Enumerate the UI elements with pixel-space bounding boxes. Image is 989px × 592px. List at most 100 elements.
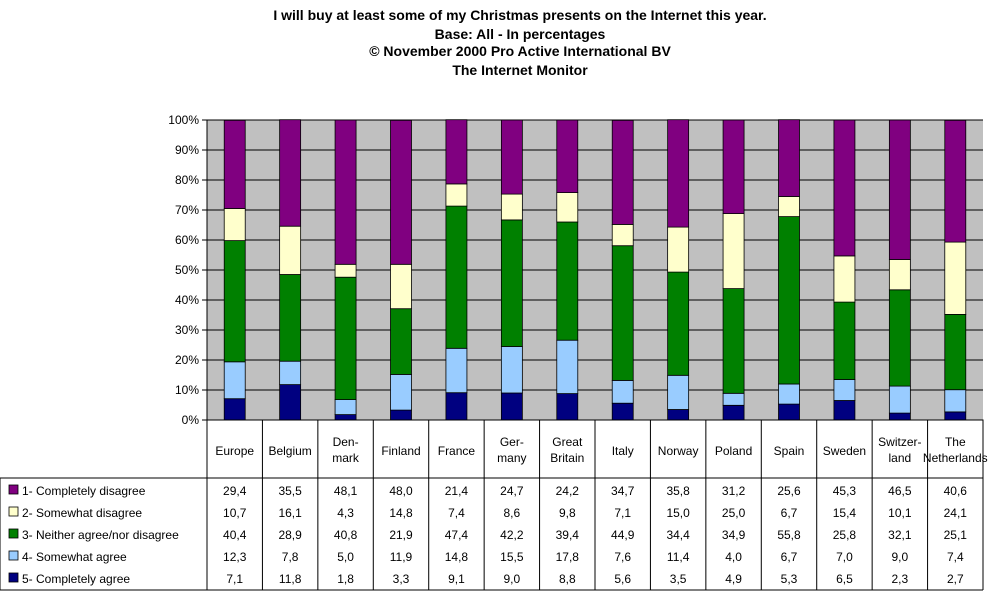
- data-value-label: 17,8: [556, 550, 580, 564]
- data-value-label: 28,9: [278, 528, 302, 542]
- bar-segment: [445, 119, 468, 185]
- y-tick-label: 30%: [175, 323, 199, 337]
- data-value-label: 7,4: [448, 506, 465, 520]
- bar-segment: [334, 414, 357, 421]
- bar-segment: [334, 399, 357, 416]
- data-value-label: 24,7: [500, 484, 524, 498]
- bar-segment: [888, 289, 911, 387]
- data-value-label: 2,3: [892, 572, 909, 586]
- category-label: Den-: [333, 435, 359, 449]
- data-value-label: 4,3: [337, 506, 354, 520]
- category-label: France: [438, 444, 476, 458]
- y-tick-label: 50%: [175, 263, 199, 277]
- bar-segment: [279, 360, 302, 386]
- bar-segment: [223, 119, 246, 209]
- y-tick-label: 70%: [175, 203, 199, 217]
- legend-label: 5- Completely agree: [22, 572, 130, 586]
- y-tick-label: 80%: [175, 173, 199, 187]
- bar-segment: [778, 403, 800, 421]
- bar-segment: [390, 263, 412, 310]
- category-label: Norway: [658, 444, 699, 458]
- data-value-label: 12,3: [223, 550, 247, 564]
- bar-segment: [722, 119, 745, 214]
- bar-segment: [223, 240, 246, 363]
- data-value-label: 46,5: [888, 484, 912, 498]
- data-value-label: 9,0: [504, 572, 521, 586]
- category-label: land: [889, 451, 912, 465]
- data-value-label: 7,4: [947, 550, 964, 564]
- legend-swatch: [8, 484, 19, 495]
- bar-segment: [500, 119, 523, 195]
- y-tick-label: 90%: [175, 143, 199, 157]
- data-value-label: 7,6: [614, 550, 631, 564]
- data-value-label: 15,5: [500, 550, 524, 564]
- bar-segment: [500, 219, 523, 347]
- bar-segment: [722, 392, 745, 406]
- bar-segment: [445, 183, 468, 207]
- data-value-label: 34,7: [611, 484, 635, 498]
- legend-label: 2- Somewhat disagree: [22, 506, 142, 520]
- data-value-label: 15,0: [666, 506, 690, 520]
- data-value-label: 24,1: [944, 506, 968, 520]
- category-label: Netherlands: [923, 451, 988, 465]
- bar-segment: [778, 196, 800, 218]
- data-value-label: 55,8: [777, 528, 801, 542]
- data-value-label: 9,0: [892, 550, 909, 564]
- data-value-label: 25,8: [833, 528, 857, 542]
- data-value-label: 7,0: [836, 550, 853, 564]
- category-label: Britain: [550, 451, 584, 465]
- data-value-label: 2,7: [947, 572, 964, 586]
- category-label: Sweden: [823, 444, 866, 458]
- y-tick-label: 60%: [175, 233, 199, 247]
- bar-segment: [556, 119, 579, 193]
- bar-segment: [611, 223, 634, 247]
- category-label: Ger-: [500, 435, 524, 449]
- y-tick-label: 20%: [175, 353, 199, 367]
- data-value-label: 5,6: [614, 572, 631, 586]
- bar-segment: [944, 119, 967, 243]
- legend-label: 1- Completely disagree: [22, 484, 146, 498]
- data-value-label: 29,4: [223, 484, 247, 498]
- bar-segment: [722, 213, 745, 290]
- data-value-label: 21,9: [389, 528, 413, 542]
- data-value-label: 45,3: [833, 484, 857, 498]
- bar-segment: [500, 193, 523, 221]
- data-value-label: 44,9: [611, 528, 635, 542]
- bar-segment: [888, 119, 911, 260]
- data-value-label: 48,0: [389, 484, 413, 498]
- data-value-label: 25,1: [944, 528, 968, 542]
- chart-title-line: I will buy at least some of my Christmas…: [273, 7, 766, 23]
- bar-segment: [944, 241, 967, 315]
- data-value-label: 8,8: [559, 572, 576, 586]
- legend-swatch: [8, 528, 19, 539]
- data-value-label: 40,8: [334, 528, 358, 542]
- bar-segment: [833, 400, 856, 421]
- bar-segment: [279, 119, 302, 227]
- bar-segment: [390, 308, 412, 375]
- bar-segment: [500, 392, 523, 421]
- data-value-label: 9,8: [559, 506, 576, 520]
- data-value-label: 25,6: [777, 484, 801, 498]
- data-value-label: 40,4: [223, 528, 247, 542]
- category-label: Great: [552, 435, 583, 449]
- legend-label: 3- Neither agree/nor disagree: [22, 528, 179, 542]
- bar-segment: [667, 119, 690, 228]
- bar-segment: [390, 373, 412, 411]
- category-label: mark: [332, 451, 360, 465]
- data-value-label: 48,1: [334, 484, 358, 498]
- bar-segment: [611, 379, 634, 404]
- data-value-label: 7,8: [282, 550, 299, 564]
- data-value-label: 39,4: [556, 528, 580, 542]
- bar-segment: [279, 274, 302, 362]
- bar-segment: [833, 301, 856, 380]
- data-value-label: 11,9: [390, 550, 413, 564]
- data-value-label: 6,5: [836, 572, 853, 586]
- data-value-label: 9,1: [448, 572, 465, 586]
- bar-segment: [223, 398, 246, 421]
- bar-segment: [611, 402, 634, 421]
- bar-segment: [778, 216, 800, 385]
- data-value-label: 5,3: [781, 572, 798, 586]
- bar-segment: [667, 271, 690, 376]
- bar-segment: [556, 192, 579, 223]
